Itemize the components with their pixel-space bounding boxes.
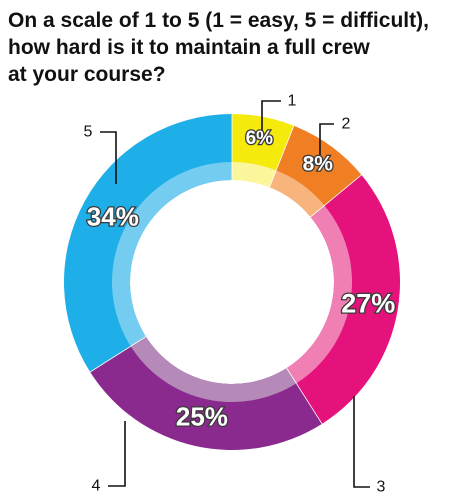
slice-2-percent-label: 8% xyxy=(303,152,334,175)
donut-ring xyxy=(64,114,400,450)
slice-1-percent-label: 6% xyxy=(246,128,274,149)
slice-5-inner-band xyxy=(111,162,232,347)
slice-4-inner-band xyxy=(130,336,297,402)
leader-line-4 xyxy=(108,421,126,487)
category-label-2: 2 xyxy=(342,116,351,133)
category-label-1: 1 xyxy=(288,93,297,110)
slice-5 xyxy=(64,114,232,373)
slice-divider xyxy=(310,174,362,218)
title-line-3: at your course? xyxy=(8,63,166,86)
slice-5-percent-label: 34% xyxy=(87,201,139,231)
leader-line-1 xyxy=(261,100,281,140)
slice-labels: 6% 8% 27% 25% 34% xyxy=(85,127,396,433)
slice-2-inner-band xyxy=(269,170,325,217)
slice-4-percent-label: 25% xyxy=(176,402,228,432)
category-label-3: 3 xyxy=(377,479,386,496)
leader-line-5 xyxy=(100,131,117,184)
slice-divider xyxy=(269,125,295,188)
chart-title: On a scale of 1 to 5 (1 = easy, 5 = diff… xyxy=(8,9,429,86)
title-line-1: On a scale of 1 to 5 (1 = easy, 5 = diff… xyxy=(8,9,429,32)
category-label-5: 5 xyxy=(84,124,93,141)
slice-3-percent-label: 27% xyxy=(341,289,395,319)
slice-divider xyxy=(286,367,323,425)
title-line-2: how hard is it to maintain a full crew xyxy=(8,36,370,59)
leader-line-3 xyxy=(353,396,370,488)
category-label-4: 4 xyxy=(92,478,101,495)
slice-divider xyxy=(89,336,147,373)
slice-1-inner-band xyxy=(232,162,277,188)
category-leaders: 1 2 3 4 5 xyxy=(84,93,386,496)
leader-line-2 xyxy=(319,123,334,162)
slice-3-inner-band xyxy=(286,205,352,384)
